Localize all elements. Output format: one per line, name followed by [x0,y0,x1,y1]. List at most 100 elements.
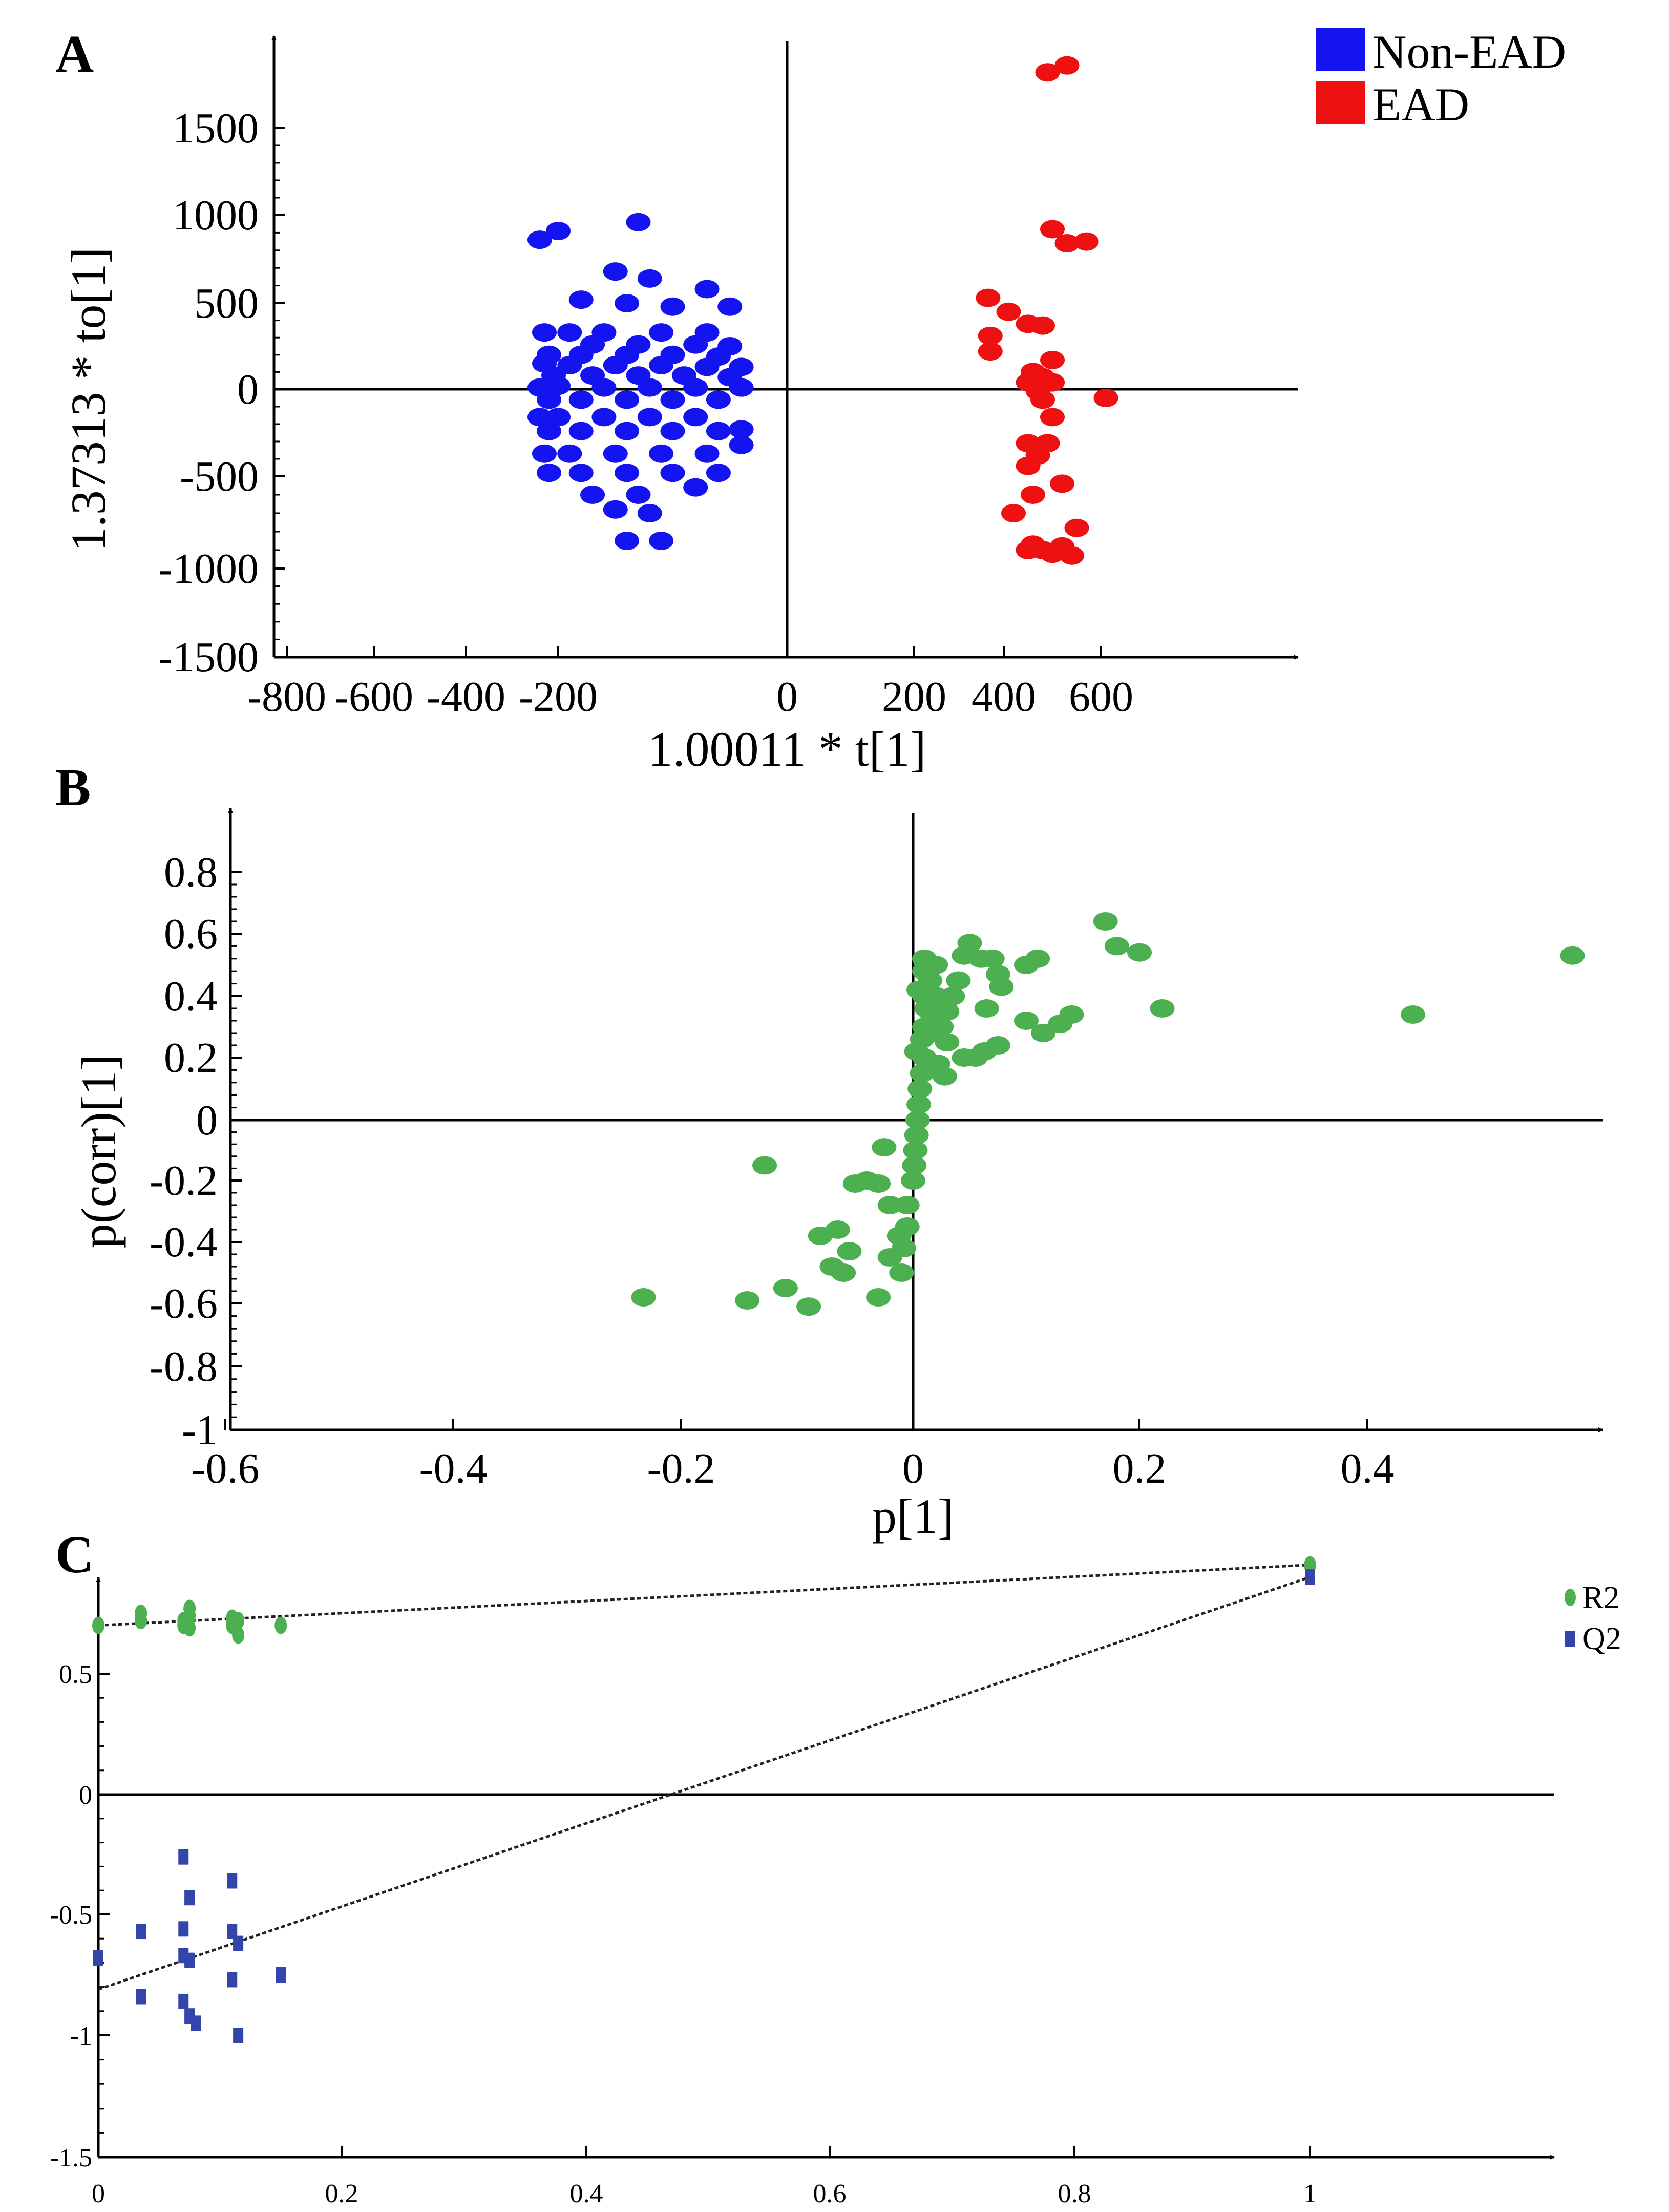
data-point-non-ead [615,390,640,409]
data-point-variables [866,1288,891,1307]
data-point-variables [631,1288,656,1307]
data-point-non-ead [660,464,685,482]
data-point-variables [974,999,999,1018]
data-point-variables [837,1242,862,1260]
data-point-variables [912,962,937,981]
data-point-variables [735,1291,760,1310]
data-point-non-ead [580,486,605,504]
data-point-variables [940,987,965,1005]
data-point-non-ead [660,422,685,440]
data-point-non-ead [603,500,628,519]
data-point-non-ead [683,335,708,354]
data-point-q2 [233,2028,244,2043]
data-point-variables [872,1138,897,1157]
data-point-q2 [191,2015,201,2031]
data-point-ead [1074,232,1099,251]
data-point-r2 [232,1612,245,1630]
data-point-non-ead [615,464,640,482]
data-point-non-ead [626,486,651,504]
legend-marker-r2 [1565,1589,1576,1606]
x-tick-label: 0.2 [325,2179,358,2208]
data-point-non-ead [603,355,628,374]
y-tick-label: -500 [180,453,259,500]
data-point-non-ead [660,390,685,409]
data-point-ead [1030,390,1055,409]
x-tick-label: 0.8 [1058,2179,1091,2208]
x-tick-label: 0 [776,673,798,721]
data-point-non-ead [649,532,674,550]
data-point-variables [1401,1005,1425,1024]
data-point-q2 [184,1952,195,1968]
fit-line-q2 [98,1575,1311,1991]
x-tick-label: 400 [971,673,1036,721]
data-point-non-ead [637,504,662,522]
x-tick-label: 0 [902,1445,924,1492]
data-point-ead [1060,546,1084,565]
y-tick-label: -0.5 [50,1901,92,1930]
data-point-variables [932,1067,957,1086]
data-point-non-ead [706,422,731,440]
data-point-variables [985,965,1010,984]
data-point-variables [819,1257,844,1276]
x-tick-label: -0.6 [192,1445,260,1492]
x-tick-label: 600 [1069,673,1133,721]
data-point-variables [907,1080,933,1098]
data-point-non-ead [694,444,720,463]
data-point-ead [976,288,1001,307]
data-point-variables [914,999,939,1018]
data-point-ead [978,326,1003,345]
data-point-non-ead [649,444,674,463]
data-point-non-ead [546,376,571,395]
y-tick-label: -1 [182,1406,218,1454]
data-point-non-ead [603,444,628,463]
data-point-r2 [92,1616,104,1634]
data-point-non-ead [694,280,720,299]
data-point-ead [1030,316,1055,335]
y-tick-label: 500 [194,280,259,327]
legend-label-q2: Q2 [1582,1621,1621,1656]
data-point-non-ead [706,464,731,482]
data-point-variables [1014,956,1039,974]
data-point-non-ead [729,378,754,397]
data-point-non-ead [603,262,628,281]
panel-b-chart: -0.6 -0.4 -0.2 0 0.2 0.4 -1 -0.8 -0.6 -0.4 -0.2 0 0.… [150,808,1603,1492]
data-point-r2 [183,1599,196,1617]
data-point-non-ead [706,390,731,409]
data-point-q2 [178,1921,189,1937]
y-tick-label: -0.8 [150,1343,218,1391]
data-point-ead [1021,486,1045,504]
panel-letter-c: C [55,1525,94,1584]
data-point-non-ead [557,444,582,463]
data-point-non-ead [729,435,754,454]
y-tick-label: -1500 [158,634,259,681]
x-tick-label: 0.4 [1341,1445,1395,1492]
data-point-non-ead [527,408,552,427]
y-tick-label: 0.2 [164,1034,218,1082]
y-tick-label: 1000 [173,192,259,239]
data-point-variables [952,1048,977,1067]
data-point-variables [796,1297,821,1316]
data-point-variables [1048,1015,1073,1033]
x-tick-label: -0.2 [647,1445,715,1492]
data-point-non-ead [546,221,571,240]
data-point-r2 [135,1605,147,1622]
data-point-non-ead [637,408,662,427]
data-point-non-ead [729,420,754,439]
data-point-ead [1001,504,1026,522]
data-point-ead [978,342,1003,361]
legend-label-ead: EAD [1372,78,1469,131]
data-point-q2 [227,1924,238,1940]
x-tick-label: -800 [247,673,326,721]
y-tick-label: -1 [70,2021,92,2051]
y-tick-label: 1500 [173,104,259,152]
panel-c-chart: 0 0.2 0.4 0.6 0.8 1 -1.5 -1 -0.5 0 0.5 [50,1556,1555,2208]
data-point-non-ead [527,230,552,249]
data-point-non-ead [557,323,582,342]
legend-label-non-ead: Non-EAD [1372,26,1566,78]
y-tick-label: 0.6 [164,910,218,958]
y-tick-label: -0.6 [150,1280,218,1328]
data-point-ead [1050,474,1074,493]
data-point-non-ead [683,378,708,397]
data-point-variables [901,1171,925,1190]
legend-swatch-ead [1316,81,1365,124]
